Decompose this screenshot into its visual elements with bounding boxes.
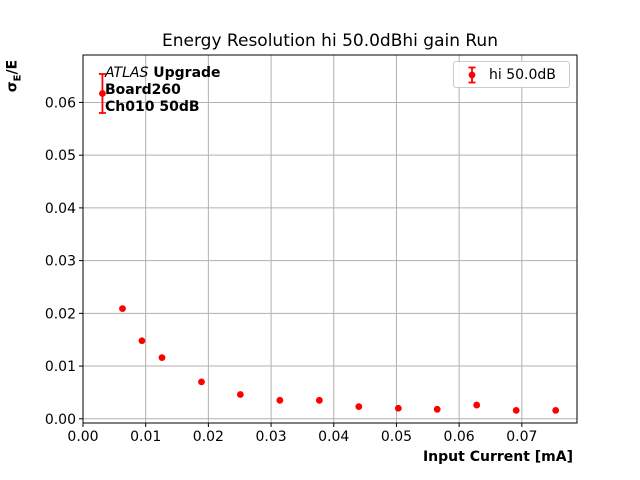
- x-tick-label: 0.02: [193, 429, 224, 445]
- y-axis-label: σE/E: [5, 60, 24, 92]
- data-point: [552, 406, 560, 414]
- y-tick-label: 0.02: [45, 306, 76, 322]
- chart-title: Energy Resolution hi 50.0dBhi gain Run: [162, 31, 498, 51]
- annotation-experiment: ATLAS: [105, 65, 149, 81]
- x-tick-label: 0.03: [255, 429, 286, 445]
- data-point: [158, 354, 166, 362]
- x-axis-label: Input Current [mA]: [422, 449, 573, 465]
- data-point: [315, 396, 323, 404]
- y-tick-label: 0.00: [45, 412, 76, 428]
- axes-spines: [82, 54, 578, 424]
- annotation-line-1: ATLAS Upgrade: [105, 65, 221, 82]
- data-point: [512, 406, 520, 414]
- ylabel-sigma: σ: [4, 81, 21, 93]
- y-tick-label: 0.05: [45, 148, 76, 164]
- data-point: [119, 305, 126, 312]
- y-tick-label: 0.01: [45, 359, 76, 375]
- legend: hi 50.0dB: [453, 61, 570, 88]
- y-tick-label: 0.04: [45, 201, 76, 217]
- data-point: [138, 337, 146, 345]
- data-point: [473, 401, 481, 409]
- ylabel-subscript: E: [12, 74, 24, 82]
- data-point: [99, 90, 106, 97]
- errorbar-marker-icon: [468, 66, 476, 83]
- x-tick-label: 0.06: [444, 429, 475, 445]
- data-point: [433, 405, 441, 413]
- x-tick-label: 0.05: [381, 429, 412, 445]
- annotation-channel: Ch010 50dB: [105, 99, 200, 115]
- data-point: [198, 378, 205, 386]
- data-point: [394, 404, 402, 412]
- x-tick-label: 0.00: [67, 429, 98, 445]
- annotation-board: Board260: [105, 82, 181, 98]
- x-tick-label: 0.04: [318, 429, 349, 445]
- y-tick-label: 0.06: [45, 95, 76, 111]
- x-tick-label: 0.07: [506, 429, 537, 445]
- data-point: [236, 391, 244, 398]
- annotation-block: ATLAS Upgrade Board260 Ch010 50dB: [105, 65, 221, 116]
- ylabel-rest: /E: [4, 59, 21, 75]
- y-tick-label: 0.03: [45, 254, 76, 270]
- data-point: [276, 396, 284, 404]
- legend-label: hi 50.0dB: [489, 66, 556, 83]
- x-tick-label: 0.01: [130, 429, 161, 445]
- annotation-upgrade: Upgrade: [153, 65, 221, 81]
- data-point: [355, 403, 363, 411]
